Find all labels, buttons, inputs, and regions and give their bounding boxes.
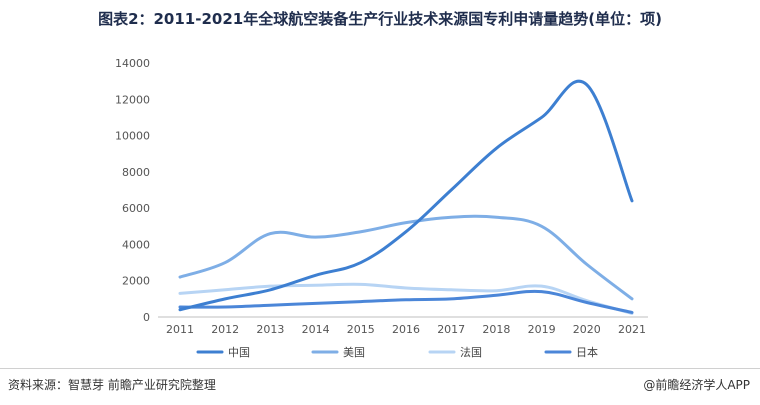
series-line-3	[178, 289, 634, 314]
y-tick-label: 4000	[122, 238, 150, 251]
x-tick-label: 2017	[437, 323, 465, 336]
x-tick-label: 2018	[482, 323, 510, 336]
x-tick-label: 2012	[211, 323, 239, 336]
x-tick-label: 2016	[392, 323, 420, 336]
legend-label: 美国	[343, 346, 365, 359]
legend-label: 日本	[576, 345, 598, 359]
series-line-1	[178, 214, 634, 301]
y-tick-label: 0	[143, 311, 150, 324]
y-tick-label: 10000	[115, 130, 150, 143]
brand-credit: @前瞻经济学人APP	[643, 378, 750, 392]
source-note: 资料来源：智慧芽 前瞻产业研究院整理	[8, 378, 216, 392]
x-tick-label: 2021	[618, 323, 646, 336]
chart-title: 图表2：2011-2021年全球航空装备生产行业技术来源国专利申请量趋势(单位：…	[98, 10, 662, 28]
legend-label: 法国	[460, 345, 482, 359]
x-tick-label: 2015	[347, 323, 375, 336]
x-tick-label: 2019	[528, 323, 556, 336]
series-line-2	[178, 282, 634, 315]
footer-divider	[0, 368, 760, 369]
legend: 中国 美国 法国 日本	[196, 345, 598, 359]
legend-label: 中国	[228, 346, 250, 359]
y-tick-label: 12000	[115, 93, 150, 106]
x-tick-label: 2013	[256, 323, 284, 336]
y-tick-label: 14000	[115, 57, 150, 70]
y-axis: 0 2000 4000 6000 8000 10000 12000 14000	[115, 57, 150, 324]
y-tick-label: 2000	[122, 275, 150, 288]
x-tick-label: 2011	[166, 323, 194, 336]
series-line-0	[178, 80, 634, 312]
x-axis: 2011 2012 2013 2014 2015 2016 2017 2018 2019 2020…	[158, 316, 648, 336]
y-tick-label: 8000	[122, 166, 150, 179]
x-tick-label: 2020	[573, 323, 601, 336]
x-tick-label: 2014	[302, 323, 330, 336]
series-layer	[178, 80, 634, 315]
y-tick-label: 6000	[122, 202, 150, 215]
